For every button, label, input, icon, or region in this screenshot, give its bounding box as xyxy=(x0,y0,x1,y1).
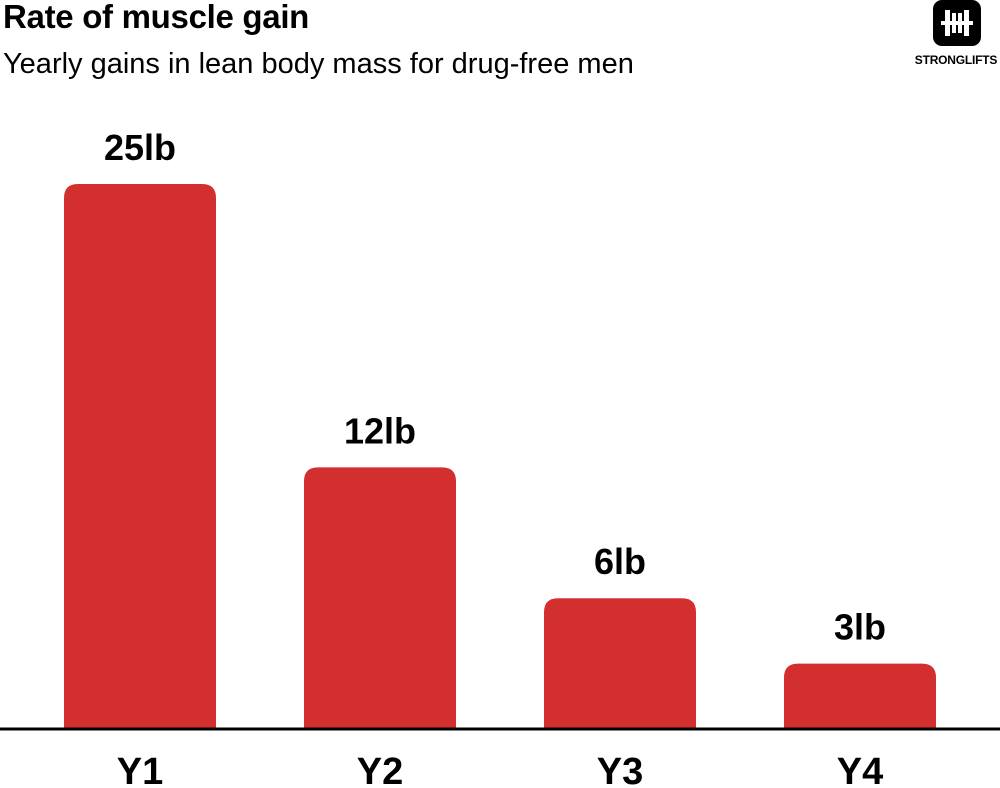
barbell-icon xyxy=(933,0,981,46)
data-label-y1: 25lb xyxy=(104,127,176,168)
category-label-y4: Y4 xyxy=(837,751,883,788)
data-label-y2: 12lb xyxy=(344,410,416,451)
stronglifts-logo: STRONGLIFTS xyxy=(912,0,1000,70)
bar-y3 xyxy=(544,598,696,729)
bar-y2 xyxy=(304,467,456,729)
category-label-y1: Y1 xyxy=(117,751,163,788)
bar-y4 xyxy=(784,663,936,729)
category-label-y3: Y3 xyxy=(597,751,643,788)
category-label-y2: Y2 xyxy=(357,751,403,788)
bar-y1 xyxy=(64,184,216,729)
data-label-y3: 6lb xyxy=(594,541,646,582)
chart-subtitle: Yearly gains in lean body mass for drug-… xyxy=(3,48,634,80)
data-label-y4: 3lb xyxy=(834,607,886,648)
logo-wordmark: STRONGLIFTS xyxy=(914,53,998,67)
chart-title: Rate of muscle gain xyxy=(3,0,310,35)
